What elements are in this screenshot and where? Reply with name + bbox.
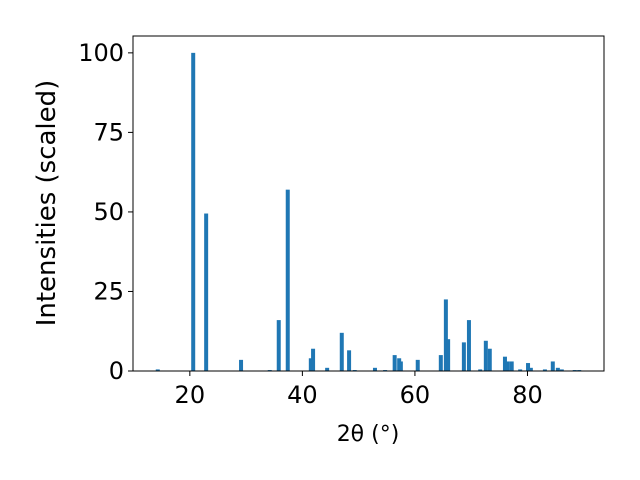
bar <box>239 359 244 371</box>
bar <box>542 369 547 371</box>
y-axis-label: Intensities (scaled) <box>32 80 62 327</box>
bar <box>339 332 344 371</box>
bar <box>276 320 281 371</box>
x-tick-label: 80 <box>512 381 543 409</box>
bar <box>204 213 209 371</box>
bar <box>461 342 466 371</box>
bar <box>526 363 531 371</box>
x-tick-label: 60 <box>400 381 431 409</box>
y-tick-label: 100 <box>78 39 124 67</box>
bar <box>392 355 397 371</box>
y-tick-label: 50 <box>93 198 124 226</box>
bar <box>518 369 523 371</box>
bar <box>502 356 507 371</box>
x-axis-label: 2θ (°) <box>337 422 400 447</box>
bar <box>487 348 492 371</box>
bar <box>555 367 560 371</box>
bar <box>311 348 316 371</box>
bar <box>550 361 555 371</box>
bar <box>347 350 352 371</box>
y-tick-label: 0 <box>109 357 124 385</box>
bar <box>446 339 451 371</box>
bar <box>191 52 196 371</box>
bar <box>398 361 403 371</box>
bar <box>415 359 420 371</box>
bar <box>308 358 313 371</box>
bar <box>443 299 448 371</box>
x-tick-label: 20 <box>175 381 206 409</box>
bar <box>466 320 471 371</box>
bar <box>505 361 510 371</box>
x-tick-label: 40 <box>287 381 318 409</box>
bar <box>438 355 443 371</box>
bar <box>483 340 488 371</box>
bar <box>559 369 564 371</box>
bar <box>478 369 483 371</box>
y-tick-label: 25 <box>93 277 124 305</box>
plot-frame <box>132 35 605 372</box>
bar <box>509 361 514 371</box>
bar <box>155 369 160 371</box>
bar <box>325 367 330 371</box>
y-tick-label: 75 <box>93 118 124 146</box>
bar <box>285 189 290 371</box>
bar <box>528 367 533 371</box>
bar <box>372 367 377 371</box>
